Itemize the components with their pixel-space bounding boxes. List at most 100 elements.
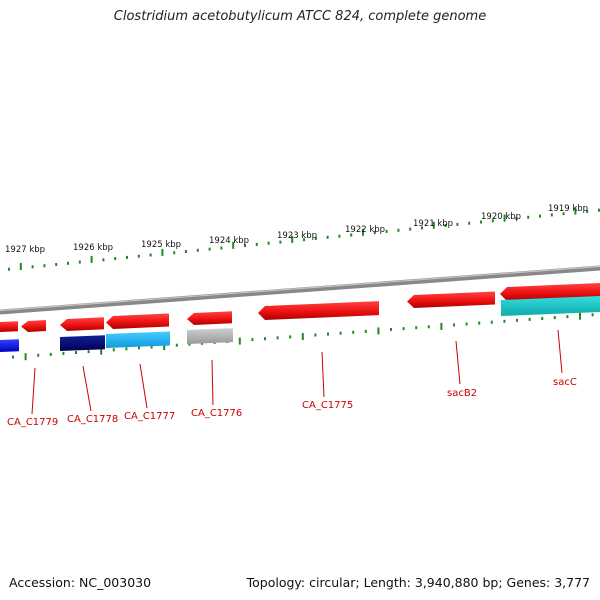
gene-ca-c1779-c	[0, 339, 19, 352]
scale-tick	[90, 255, 93, 263]
scale-tick	[491, 219, 494, 223]
scale-tick	[456, 222, 459, 226]
scale-tick	[208, 247, 211, 251]
scale-tick	[352, 330, 355, 334]
leader-line	[211, 359, 214, 406]
scale-tick	[553, 316, 556, 320]
gene-ca-c1778-b	[60, 335, 105, 351]
scale-tick	[303, 238, 305, 242]
kbp-label: 1925 kbp	[141, 240, 181, 250]
scale-tick	[114, 257, 117, 261]
scale-tick	[301, 333, 304, 340]
scale-tick	[527, 215, 530, 219]
kbp-label: 1922 kbp	[345, 225, 385, 235]
kbp-label: 1927 kbp	[5, 245, 45, 255]
gene-ca-c1779-b	[21, 320, 46, 332]
scale-tick	[75, 351, 77, 354]
scale-tick	[314, 237, 317, 240]
scale-tick	[100, 347, 103, 355]
scale-tick	[137, 254, 140, 258]
leader-line	[82, 365, 92, 412]
scale-tick	[43, 264, 46, 268]
scale-tick	[586, 209, 589, 213]
scale-tick	[67, 261, 69, 265]
scale-tick	[12, 355, 14, 359]
scale-tick	[598, 208, 600, 212]
scale-tick	[432, 221, 435, 229]
scale-tick	[516, 318, 518, 322]
scale-tick	[112, 348, 115, 352]
leader-line	[455, 340, 461, 385]
gene-ca-c1775	[258, 301, 379, 320]
leader-line	[557, 329, 563, 374]
gene-label: CA_C1779	[7, 417, 58, 428]
scale-tick	[31, 265, 34, 269]
gene-ca-c1776-a	[187, 311, 232, 325]
scale-tick	[402, 327, 405, 331]
gene-sacb2	[407, 291, 495, 308]
scale-tick	[126, 255, 128, 259]
scale-tick	[550, 213, 553, 217]
leader-line	[139, 363, 148, 409]
scale-tick	[244, 244, 246, 248]
gene-label: sacB2	[447, 388, 477, 399]
scale-tick	[78, 260, 81, 264]
scale-tick	[440, 322, 443, 330]
scale-tick	[161, 248, 164, 256]
gene-ca-c1776-b	[187, 328, 233, 344]
scale-tick	[125, 347, 128, 351]
scale-tick	[566, 315, 569, 319]
gene-label: CA_C1777	[124, 411, 175, 422]
gene-ca-c1777-b	[106, 331, 170, 348]
scale-tick	[163, 343, 166, 351]
gene-label: CA_C1775	[302, 400, 353, 411]
gene-track	[0, 283, 600, 352]
scale-tick	[327, 332, 329, 336]
scale-tick	[87, 350, 90, 354]
scale-tick	[453, 323, 455, 327]
scale-tick	[251, 338, 254, 342]
kbp-label: 1924 kbp	[209, 236, 249, 246]
scale-tick	[314, 333, 317, 337]
gene-sacc	[500, 283, 600, 301]
scale-tick	[62, 351, 65, 355]
scale-tick	[591, 313, 594, 317]
leader-line	[31, 367, 36, 415]
scale-tick	[339, 331, 342, 335]
kbp-labels: 1927 kbp 1926 kbp 1925 kbp 1924 kbp 1923 kbp…	[5, 204, 588, 255]
scale-tick	[397, 228, 400, 232]
scale-tick	[503, 319, 506, 323]
scale-tick	[49, 352, 52, 356]
gene-ca-c1777-a	[106, 313, 169, 329]
scale-tick	[350, 233, 353, 237]
scale-tick	[490, 320, 493, 324]
scale-tick	[276, 336, 279, 340]
scale-tick	[362, 228, 364, 236]
scale-tick	[264, 337, 266, 341]
kbp-label: 1921 kbp	[413, 219, 453, 229]
scale-tick	[421, 226, 423, 230]
scale-tick	[427, 325, 430, 329]
accession-text: Accession: NC_003030	[9, 575, 152, 590]
scale-tick	[390, 328, 392, 331]
scale-tick	[415, 326, 418, 330]
scale-tick	[364, 329, 367, 333]
scale-tick	[468, 221, 471, 225]
kbp-label: 1920 kbp	[481, 212, 521, 222]
scale-tick	[150, 345, 153, 349]
scale-tick	[326, 235, 329, 239]
scale-tick	[409, 227, 412, 231]
outer-scale	[8, 207, 600, 271]
scale-tick	[238, 337, 241, 345]
kbp-label: 1919 kbp	[548, 204, 588, 214]
scale-tick	[291, 235, 294, 243]
gene-ca-c1779-a	[0, 321, 18, 332]
summary-text: Topology: circular; Length: 3,940,880 bp…	[246, 575, 590, 590]
gene-labels: CA_C1779 CA_C1778 CA_C1777 CA_C1776 CA_C1775…	[7, 329, 577, 428]
scale-tick	[289, 335, 292, 339]
scale-tick	[102, 258, 105, 262]
scale-tick	[220, 246, 223, 250]
scale-tick	[539, 214, 541, 218]
scale-tick	[562, 212, 565, 216]
